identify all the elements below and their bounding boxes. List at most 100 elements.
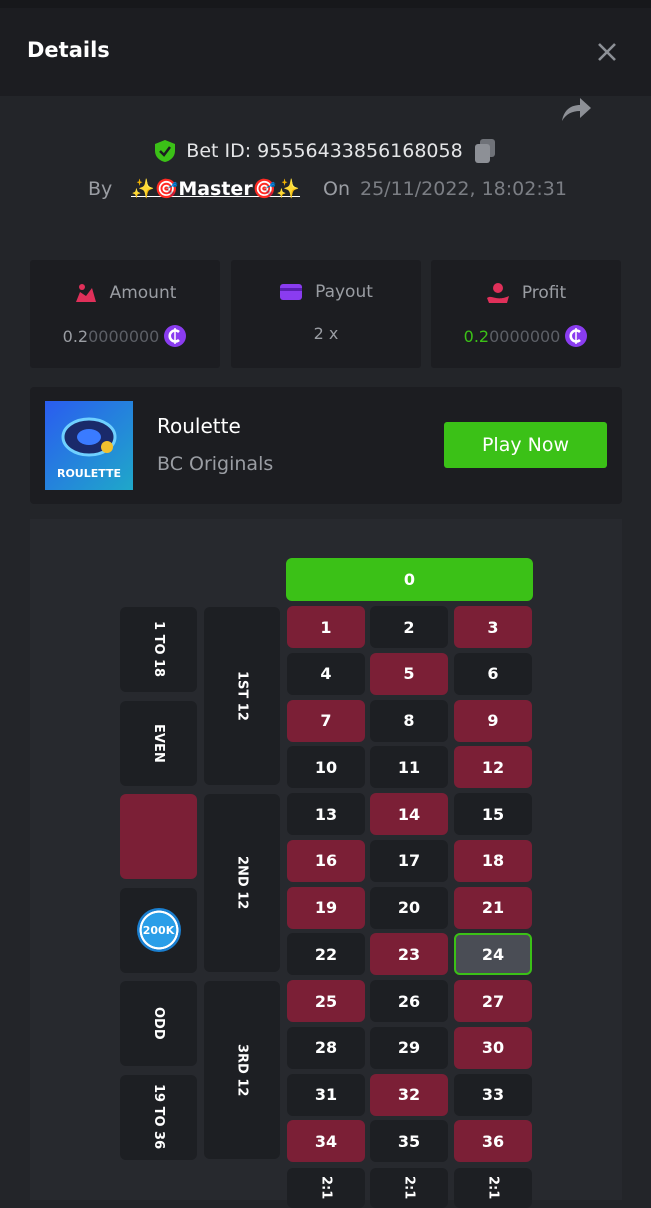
number-cell[interactable]: 12 xyxy=(454,746,532,789)
number-cell[interactable]: 13 xyxy=(287,793,365,835)
game-provider: BC Originals xyxy=(157,453,274,475)
number-cell[interactable]: 8 xyxy=(370,699,448,742)
dozen-bet[interactable]: 2ND 12 xyxy=(204,794,280,972)
outside-bet[interactable]: ODD xyxy=(120,981,197,1066)
dozen-bet[interactable]: 1ST 12 xyxy=(204,607,280,785)
username[interactable]: ✨🎯Master🎯✨ xyxy=(131,178,301,200)
chip-label: 200K xyxy=(142,923,175,937)
number-cell[interactable]: 10 xyxy=(287,746,365,789)
number-cell[interactable]: 15 xyxy=(454,793,532,835)
by-label: By xyxy=(88,178,113,200)
number-cell[interactable]: 35 xyxy=(370,1120,448,1163)
amount-trail: 0000000 xyxy=(489,326,561,346)
number-cell[interactable]: 22 xyxy=(287,933,365,976)
wheel-icon xyxy=(61,417,117,457)
bet-id-row: Bet ID: 95556433856168058 xyxy=(0,138,651,164)
stat-value: 0.20000000 xyxy=(30,324,220,348)
thumb-label: ROULETTE xyxy=(56,467,122,480)
stat-icon xyxy=(74,282,98,304)
amount: 0.20000000 xyxy=(464,327,561,346)
number-cell[interactable]: 1 xyxy=(287,606,365,648)
outside-bet[interactable] xyxy=(120,794,197,879)
stat-card: Payout 2 x xyxy=(231,260,421,368)
column-bet[interactable]: 2:1 xyxy=(287,1168,365,1208)
column-label: 2:1 xyxy=(401,1176,417,1200)
number-cell[interactable]: 19 xyxy=(287,886,365,929)
chip: 200K xyxy=(136,908,181,952)
number-cell[interactable]: 28 xyxy=(287,1026,365,1069)
stat-header: Profit xyxy=(431,282,621,304)
number-cell[interactable]: 17 xyxy=(370,839,448,882)
copy-icon[interactable] xyxy=(473,138,497,164)
game-name: Roulette xyxy=(157,414,241,438)
number-cell[interactable]: 3 xyxy=(454,606,532,648)
stat-label: Profit xyxy=(521,283,567,303)
dozen-bet[interactable]: 3RD 12 xyxy=(204,981,280,1159)
number-cell[interactable]: 36 xyxy=(454,1120,532,1163)
number-cell[interactable]: 14 xyxy=(370,793,448,835)
number-cell[interactable]: 31 xyxy=(287,1073,365,1116)
header: Details xyxy=(0,8,651,96)
play-now-button[interactable]: Play Now xyxy=(444,422,607,468)
amount-trail: 0000000 xyxy=(88,326,160,346)
stat-card: Profit 0.20000000 xyxy=(431,260,621,368)
column-label: 2:1 xyxy=(485,1176,501,1200)
number-cell[interactable]: 20 xyxy=(370,886,448,929)
number-cell[interactable]: 18 xyxy=(454,839,532,882)
number-cell[interactable]: 27 xyxy=(454,980,532,1022)
number-cell[interactable]: 23 xyxy=(370,933,448,976)
number-cell[interactable]: 9 xyxy=(454,699,532,742)
game-card: ROULETTE Roulette BC Originals Play Now xyxy=(30,387,622,504)
outside-bet[interactable]: 1 TO 18 xyxy=(120,607,197,692)
outside-bet[interactable]: 200K xyxy=(120,887,197,973)
stat-header: Payout xyxy=(231,282,421,302)
number-cell[interactable]: 21 xyxy=(454,886,532,929)
stat-card: Amount 0.20000000 xyxy=(30,260,220,368)
outside-bet[interactable]: 19 TO 36 xyxy=(120,1074,197,1160)
number-cell[interactable]: 4 xyxy=(287,652,365,695)
amount-lead: 0.2 xyxy=(463,326,490,346)
number-cell[interactable]: 29 xyxy=(370,1026,448,1069)
number-cell[interactable]: 7 xyxy=(287,699,365,742)
title: Details xyxy=(27,38,110,62)
stat-header: Amount xyxy=(30,282,220,304)
dozen-label: 3RD 12 xyxy=(234,1043,250,1097)
number-cell[interactable]: 11 xyxy=(370,746,448,789)
game-thumb[interactable]: ROULETTE xyxy=(45,401,133,490)
column-bet[interactable]: 2:1 xyxy=(370,1168,448,1208)
outside-label: ODD xyxy=(151,1007,166,1040)
column-label: 2:1 xyxy=(318,1176,334,1200)
stat-label: Amount xyxy=(109,283,177,303)
number-cell[interactable]: 5 xyxy=(370,652,448,695)
dozen-label: 2ND 12 xyxy=(234,856,250,910)
number-cell[interactable]: 33 xyxy=(454,1073,532,1116)
number-cell[interactable]: 16 xyxy=(287,839,365,882)
amount: 0.20000000 xyxy=(63,327,160,346)
column-bet[interactable]: 2:1 xyxy=(454,1168,532,1208)
outside-label: 1 TO 18 xyxy=(151,621,166,678)
dozen-label: 1ST 12 xyxy=(234,671,250,721)
number-cell[interactable]: 2 xyxy=(370,606,448,648)
stat-icon xyxy=(486,282,510,304)
number-cell[interactable]: 24 xyxy=(454,933,532,976)
share-icon[interactable] xyxy=(560,95,592,123)
outside-label: 19 TO 36 xyxy=(151,1084,166,1150)
number-cell[interactable]: 26 xyxy=(370,980,448,1022)
number-cell[interactable]: 6 xyxy=(454,652,532,695)
outside-label: EVEN xyxy=(151,723,166,763)
close-button[interactable] xyxy=(597,42,617,62)
number-cell[interactable]: 30 xyxy=(454,1026,532,1069)
payout-value: 2 x xyxy=(313,324,339,343)
on-label: On xyxy=(323,178,350,200)
stat-label: Payout xyxy=(315,282,373,302)
number-cell[interactable]: 32 xyxy=(370,1073,448,1116)
coin-icon xyxy=(163,324,187,348)
number-cell[interactable]: 34 xyxy=(287,1120,365,1163)
stat-icon xyxy=(279,282,303,302)
verified-icon xyxy=(155,140,176,162)
number-cell[interactable]: 25 xyxy=(287,980,365,1022)
coin-icon xyxy=(564,324,588,348)
bet-id: Bet ID: 95556433856168058 xyxy=(186,140,463,162)
outside-bet[interactable]: EVEN xyxy=(120,700,197,786)
